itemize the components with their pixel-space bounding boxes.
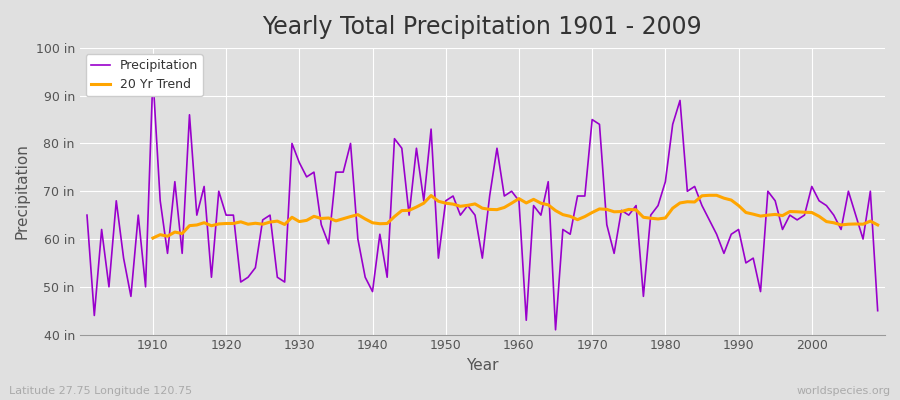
Line: 20 Yr Trend: 20 Yr Trend [153, 195, 878, 238]
20 Yr Trend [148, 236, 158, 240]
Precipitation [353, 237, 364, 242]
Title: Yearly Total Precipitation 1901 - 2009: Yearly Total Precipitation 1901 - 2009 [263, 15, 702, 39]
20 Yr Trend [872, 222, 883, 227]
Precipitation [148, 74, 158, 79]
Line: Precipitation: Precipitation [87, 76, 878, 330]
Precipitation [140, 284, 151, 289]
Precipitation [872, 308, 883, 313]
Y-axis label: Precipitation: Precipitation [15, 143, 30, 239]
20 Yr Trend [580, 214, 590, 219]
20 Yr Trend [316, 216, 327, 221]
Legend: Precipitation, 20 Yr Trend: Precipitation, 20 Yr Trend [86, 54, 202, 96]
Precipitation [550, 328, 561, 332]
20 Yr Trend [286, 215, 297, 220]
20 Yr Trend [843, 222, 854, 227]
20 Yr Trend [521, 200, 532, 205]
Precipitation [521, 318, 532, 323]
Precipitation [309, 170, 320, 174]
20 Yr Trend [821, 219, 832, 224]
Precipitation [82, 213, 93, 218]
20 Yr Trend [704, 193, 715, 198]
Precipitation [616, 208, 626, 213]
Text: worldspecies.org: worldspecies.org [796, 386, 891, 396]
Precipitation [514, 198, 525, 203]
X-axis label: Year: Year [466, 358, 499, 373]
Text: Latitude 27.75 Longitude 120.75: Latitude 27.75 Longitude 120.75 [9, 386, 192, 396]
